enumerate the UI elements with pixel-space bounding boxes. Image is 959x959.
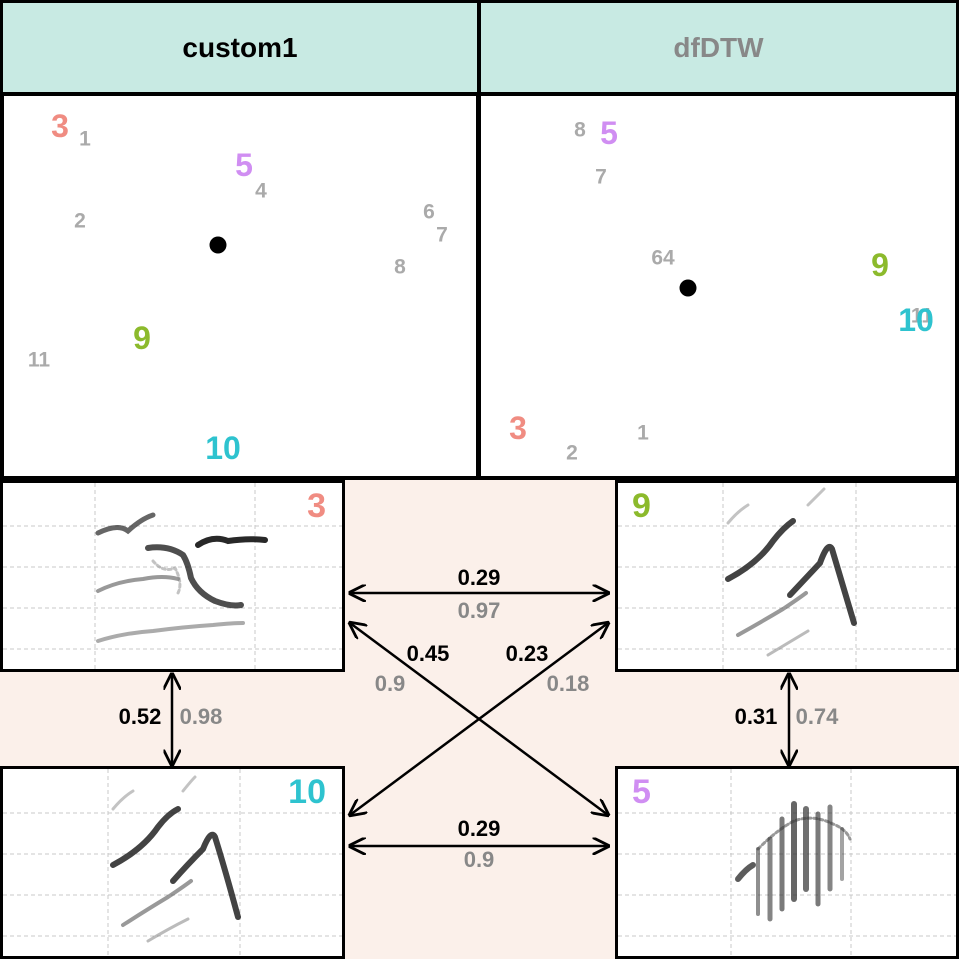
point-label-3: 3 (51, 108, 69, 144)
centroid-marker (209, 236, 227, 254)
spectrogram-3-label: 3 (307, 487, 326, 525)
arrow-10-9 (350, 623, 608, 815)
spectrogram-9: 9 (615, 480, 959, 672)
point-label-11: 11 (27, 348, 51, 372)
header-dfdtw-title: dfDTW (673, 31, 764, 63)
sim-3-5-custom1: 0.45 (406, 641, 450, 666)
point-label-9: 9 (871, 247, 889, 283)
point-label-64: 64 (651, 246, 675, 270)
point-label-9: 9 (133, 320, 151, 356)
sim-10-5-custom1: 0.29 (457, 816, 501, 841)
spectrogram-9-label: 9 (632, 487, 651, 525)
header-custom1-title: custom1 (182, 31, 298, 63)
sim-10-9-custom1: 0.23 (505, 641, 549, 666)
spectrogram-10-label: 10 (288, 773, 326, 811)
sim-9-5-dfdtw: 0.74 (795, 704, 839, 729)
point-label-4: 4 (255, 179, 267, 203)
spectrogram-3: 3 (0, 480, 345, 672)
point-label-7: 7 (436, 223, 448, 247)
point-label-1: 1 (79, 127, 91, 151)
point-label-6: 6 (423, 200, 435, 224)
spectrogram-5-label: 5 (632, 773, 651, 811)
point-label-5: 5 (600, 115, 618, 151)
point-label-10: 10 (205, 430, 241, 466)
point-label-7: 7 (595, 165, 607, 189)
sim-10-9-dfdtw: 0.18 (546, 671, 590, 696)
sim-9-5-custom1: 0.31 (734, 704, 778, 729)
sim-3-9-custom1: 0.29 (457, 565, 501, 590)
scatter-custom1: 3 1 5 4 2 6 7 8 9 11 10 (0, 92, 480, 480)
scatter-dfdtw: 8 5 7 64 9 11 10 3 1 2 (477, 92, 959, 480)
spectrogram-5: 5 (615, 766, 959, 959)
centroid-marker (679, 279, 697, 297)
point-label-11: 11 (910, 304, 934, 328)
spectrogram-9-image (618, 483, 956, 669)
sim-3-10-custom1: 0.52 (118, 704, 162, 729)
sim-10-5-dfdtw: 0.9 (463, 847, 495, 872)
sim-3-10-dfdtw: 0.98 (179, 704, 223, 729)
spectrogram-3-image (3, 483, 342, 669)
spectrogram-10-image (3, 769, 342, 956)
point-label-10: 10 (898, 302, 934, 338)
point-label-8: 8 (574, 118, 586, 142)
spectrogram-5-image (618, 769, 956, 956)
sim-3-5-dfdtw: 0.9 (374, 671, 406, 696)
point-label-8: 8 (394, 255, 406, 279)
point-label-1: 1 (637, 421, 649, 445)
point-label-3: 3 (509, 410, 527, 446)
point-label-2: 2 (74, 209, 86, 233)
header-dfdtw: dfDTW (478, 0, 959, 95)
spectrogram-10: 10 (0, 766, 345, 959)
point-label-2: 2 (566, 441, 578, 465)
sim-3-9-dfdtw: 0.97 (457, 598, 501, 623)
point-label-5: 5 (235, 147, 253, 183)
